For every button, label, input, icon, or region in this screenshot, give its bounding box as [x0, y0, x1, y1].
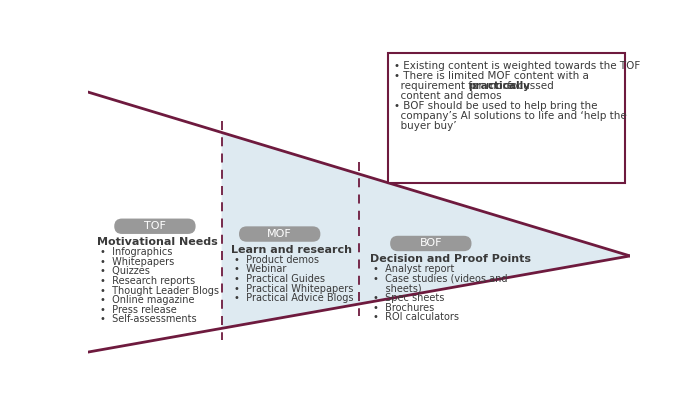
Text: • Existing content is weighted towards the TOF: • Existing content is weighted towards t… [393, 61, 640, 71]
Text: •  Analyst report: • Analyst report [374, 264, 455, 274]
Text: •  Online magazine: • Online magazine [100, 295, 195, 305]
Text: Decision and Proof Points: Decision and Proof Points [370, 254, 531, 264]
Text: TOF: TOF [144, 221, 166, 231]
Text: •  Thought Leader Blogs: • Thought Leader Blogs [100, 285, 219, 296]
Text: •  ROI calculators: • ROI calculators [374, 312, 459, 323]
Text: •  Infographics: • Infographics [100, 247, 172, 257]
Text: •  Practical Whitepapers: • Practical Whitepapers [234, 284, 354, 294]
FancyBboxPatch shape [114, 218, 195, 234]
Text: BOF: BOF [419, 238, 442, 249]
Text: •  Spec sheets: • Spec sheets [374, 293, 445, 303]
FancyBboxPatch shape [390, 236, 472, 251]
Text: requirement for more: requirement for more [393, 81, 516, 91]
Text: •  Webinar: • Webinar [234, 264, 286, 275]
Text: •  Practical Guides: • Practical Guides [234, 274, 325, 284]
Text: •  Quizzes: • Quizzes [100, 266, 150, 276]
Text: focussed: focussed [504, 81, 554, 91]
Text: •  Self-assessments: • Self-assessments [100, 314, 197, 325]
Text: •  Case studies (videos and: • Case studies (videos and [374, 274, 508, 284]
Text: • There is limited MOF content with a: • There is limited MOF content with a [393, 71, 589, 81]
Text: •  Press release: • Press release [100, 305, 176, 315]
Text: practically: practically [468, 81, 530, 91]
Text: sheets): sheets) [374, 283, 422, 294]
Text: •  Research reports: • Research reports [100, 276, 195, 286]
Text: company’s AI solutions to life and ‘help the: company’s AI solutions to life and ‘help… [393, 111, 626, 121]
Text: MOF: MOF [267, 229, 292, 239]
Text: •  Whitepapers: • Whitepapers [100, 256, 174, 267]
FancyBboxPatch shape [389, 53, 624, 183]
Text: content and demos: content and demos [393, 91, 501, 101]
Text: •  Brochures: • Brochures [374, 303, 435, 313]
Polygon shape [222, 133, 630, 328]
Text: •  Product demos: • Product demos [234, 255, 319, 265]
Text: •  Practical Advice Blogs: • Practical Advice Blogs [234, 293, 354, 303]
FancyBboxPatch shape [239, 226, 321, 242]
Text: Learn and research: Learn and research [231, 245, 352, 255]
Text: buyer buy’: buyer buy’ [393, 121, 456, 131]
Text: Motivational Needs: Motivational Needs [97, 237, 218, 247]
Text: • BOF should be used to help bring the: • BOF should be used to help bring the [393, 101, 597, 111]
